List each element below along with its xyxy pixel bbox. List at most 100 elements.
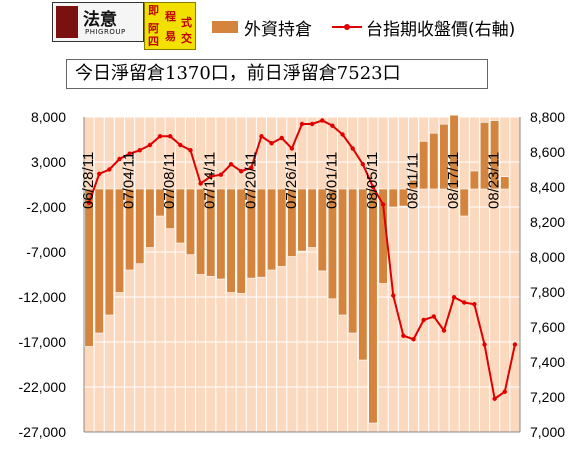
left-tick-label: -7,000 — [26, 244, 66, 260]
position-bar — [439, 123, 449, 190]
cheng-shi-logo-char: 程 — [165, 10, 176, 23]
index-close-point — [421, 317, 426, 323]
index-close-point — [299, 121, 305, 127]
position-bar — [348, 188, 358, 334]
position-bar — [256, 188, 267, 278]
index-close-point — [462, 300, 467, 305]
index-close-point — [86, 200, 92, 205]
cheng-shi-logo-char: 式 — [181, 16, 192, 29]
index-close-point — [167, 134, 173, 139]
index-close-point — [360, 162, 366, 167]
position-bar — [135, 188, 145, 264]
cheng-shi-logo-char: 阿 — [148, 22, 159, 35]
right-tick-label: 8,200 — [530, 214, 565, 230]
index-close-point — [249, 165, 254, 170]
index-close-point — [157, 134, 163, 139]
position-bar — [388, 188, 398, 208]
position-bar — [145, 188, 155, 248]
x-tick-label: 08/11/11 — [405, 153, 422, 209]
position-bar — [206, 188, 216, 277]
fa-yi-logo-mark — [56, 6, 78, 38]
index-close-point — [320, 118, 325, 123]
position-bar — [429, 132, 439, 190]
left-tick-label: 8,000 — [31, 109, 66, 125]
index-close-point — [512, 342, 518, 347]
index-close-point — [502, 389, 507, 394]
index-close-point — [117, 156, 122, 162]
index-close-point — [218, 172, 224, 177]
cheng-shi-logo-char: 易 — [165, 30, 176, 43]
index-close-point — [492, 396, 497, 401]
position-bar — [398, 188, 408, 207]
position-bar — [287, 188, 297, 257]
chart-subtitle: 今日淨留倉1370口，前日淨留倉7523口 — [66, 59, 488, 89]
index-close-point — [238, 169, 244, 174]
position-bar — [449, 114, 459, 190]
index-close-point — [401, 333, 406, 338]
right-tick-label: 8,000 — [530, 249, 565, 265]
right-tick-label: 8,400 — [530, 179, 565, 195]
right-tick-label: 7,200 — [530, 389, 565, 405]
index-close-point — [259, 134, 264, 139]
fa-yi-logo: 法意 PHIGROUP — [52, 2, 144, 42]
fa-yi-logo-sub: PHIGROUP — [85, 28, 126, 36]
left-tick-label: -2,000 — [26, 199, 66, 215]
position-bar — [368, 188, 378, 424]
x-tick-label: 08/01/11 — [323, 152, 340, 209]
left-tick-label: -17,000 — [19, 334, 67, 350]
index-close-point — [269, 141, 274, 146]
index-close-point — [127, 151, 132, 156]
left-tick-label: -12,000 — [19, 289, 67, 305]
legend-line-label: 台指期收盤價(右軸) — [366, 19, 516, 40]
legend-line-swatch — [332, 20, 362, 34]
position-bar — [297, 188, 307, 252]
left-tick-label: -27,000 — [19, 424, 67, 440]
index-close-point — [228, 162, 234, 167]
cheng-shi-logo-char: 交 — [181, 32, 192, 45]
index-close-point — [309, 121, 315, 127]
index-close-point — [97, 171, 102, 177]
position-bar — [196, 188, 206, 275]
x-tick-label: 07/14/11 — [202, 152, 219, 209]
index-close-point — [147, 142, 153, 148]
position-bar — [165, 188, 175, 229]
position-bar — [317, 188, 327, 272]
legend-bar-label: 外資持倉 — [244, 19, 312, 40]
x-tick-label: 06/28/11 — [80, 152, 97, 209]
index-close-point — [370, 184, 376, 190]
right-tick-label: 7,800 — [530, 284, 565, 300]
cheng-shi-logo-char: 即 — [148, 4, 159, 17]
position-bar — [267, 188, 277, 271]
position-bar — [479, 122, 490, 190]
position-bar — [185, 188, 196, 255]
x-tick-label: 08/23/11 — [486, 152, 503, 209]
index-close-point — [380, 202, 386, 207]
index-close-point — [482, 342, 487, 347]
index-close-point — [178, 142, 183, 148]
position-bar — [307, 188, 317, 248]
position-bar — [327, 188, 337, 300]
index-close-point — [188, 148, 193, 153]
position-bar — [358, 188, 368, 361]
index-close-point — [451, 295, 457, 300]
position-bar — [175, 188, 185, 244]
right-tick-label: 8,800 — [530, 109, 565, 125]
index-close-point — [330, 123, 335, 128]
fa-yi-logo-name: 法意 — [83, 10, 117, 30]
position-bar — [500, 176, 510, 190]
x-tick-label: 07/26/11 — [283, 152, 300, 209]
cheng-shi-logo-char: 四 — [148, 35, 159, 48]
right-tick-label: 7,000 — [530, 424, 565, 440]
position-bar — [408, 179, 419, 190]
index-close-point — [340, 132, 345, 137]
position-bar — [469, 170, 479, 190]
index-close-point — [431, 314, 437, 319]
index-close-point — [441, 328, 447, 333]
position-bar — [277, 188, 287, 267]
position-bar — [125, 188, 135, 271]
x-tick-label: 07/08/11 — [161, 152, 178, 209]
cheng-shi-logo: 即 程 式 阿 四 易 交 — [144, 2, 196, 50]
x-tick-label: 07/04/11 — [121, 152, 138, 209]
position-bar — [104, 188, 114, 316]
